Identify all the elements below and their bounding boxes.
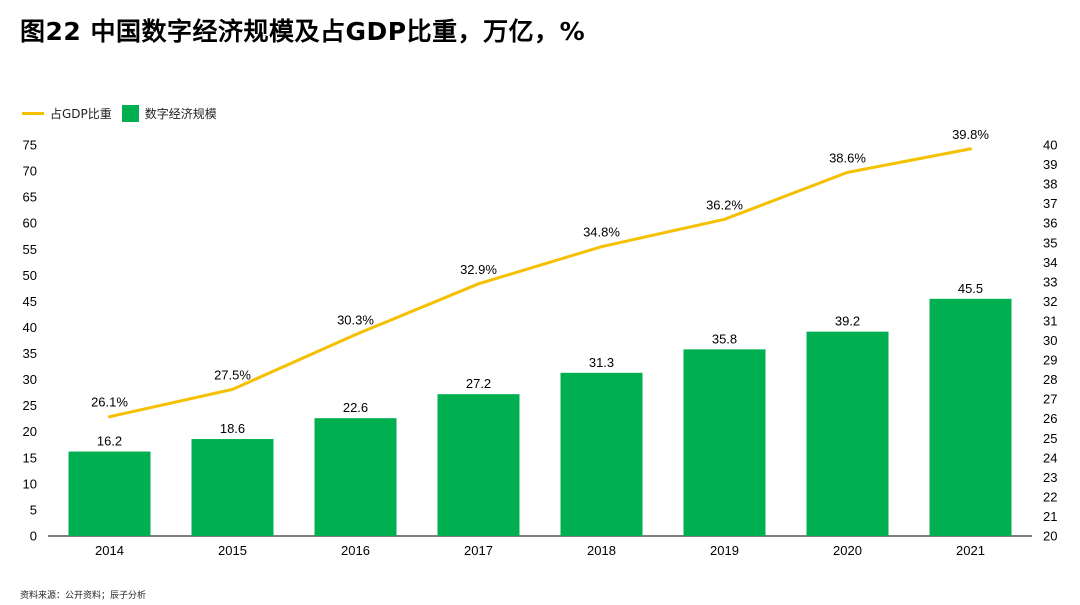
- x-tick-label: 2015: [218, 543, 247, 558]
- line-layer: [108, 147, 972, 419]
- legend-line-swatch: [22, 112, 44, 115]
- y-left-tick-label: 65: [23, 190, 37, 205]
- x-tick-label: 2014: [95, 543, 124, 558]
- line-series-path: [109, 147, 971, 419]
- y-right-tick-label: 22: [1043, 489, 1057, 504]
- labels-layer: 16.2 18.6 22.6 27.2 31.3 35.8 39.2 45.5 26.1% 27.…: [91, 127, 989, 449]
- bars-layer: [68, 298, 1012, 536]
- y-right-tick-label: 24: [1043, 450, 1057, 465]
- y-left-tick-label: 15: [23, 450, 37, 465]
- bar-value-label: 18.6: [220, 421, 245, 436]
- y-right-tick-label: 21: [1043, 509, 1057, 524]
- y-left-tick-label: 10: [23, 476, 37, 491]
- bar-value-label: 39.2: [835, 314, 860, 329]
- y-right-tick-label: 23: [1043, 470, 1057, 485]
- y-left-tick-label: 20: [23, 424, 37, 439]
- y-left-tick-label: 50: [23, 268, 37, 283]
- chart-title: 图22 中国数字经济规模及占GDP比重，万亿，%: [20, 17, 586, 46]
- bar-value-label: 27.2: [466, 376, 491, 391]
- y-right-tick-label: 34: [1043, 255, 1057, 270]
- legend-line-label: 占GDP比重: [50, 107, 112, 121]
- x-tick-label: 2021: [956, 543, 985, 558]
- y-right-tick-label: 39: [1043, 157, 1057, 172]
- y-left-tick-label: 60: [23, 216, 37, 231]
- bar: [314, 418, 397, 536]
- y-left-tick-label: 75: [23, 138, 37, 153]
- y-right-tick-label: 26: [1043, 411, 1057, 426]
- bar-value-label: 31.3: [589, 355, 614, 370]
- bar-value-label: 16.2: [97, 434, 122, 449]
- bar-value-label: 35.8: [712, 331, 737, 346]
- line-value-label: 34.8%: [583, 225, 620, 240]
- chart-legend: 占GDP比重 数字经济规模: [22, 105, 227, 122]
- y-right-tick-label: 36: [1043, 216, 1057, 231]
- line-point: [108, 415, 111, 419]
- y-right-tick-label: 31: [1043, 313, 1057, 328]
- y-right-tick-label: 29: [1043, 353, 1057, 368]
- line-value-label: 30.3%: [337, 313, 374, 328]
- legend-bar-swatch: [121, 105, 139, 122]
- bar: [560, 372, 643, 536]
- y-right-tick-label: 35: [1043, 235, 1057, 250]
- y-right-tick-label: 30: [1043, 333, 1057, 348]
- y-left-tick-label: 0: [30, 529, 37, 544]
- y-left-tick-label: 70: [23, 164, 37, 179]
- legend-bar-label: 数字经济规模: [144, 107, 217, 121]
- y-right-tick-label: 25: [1043, 431, 1057, 446]
- y-right-tick-label: 27: [1043, 392, 1057, 407]
- line-value-label: 27.5%: [214, 367, 251, 382]
- y-left-tick-label: 35: [23, 346, 37, 361]
- y-right-tick-label: 32: [1043, 294, 1057, 309]
- line-point: [846, 170, 849, 174]
- line-point: [723, 217, 726, 221]
- legend-item-line: 占GDP比重: [22, 105, 112, 122]
- bar-value-label: 22.6: [343, 400, 368, 415]
- y-left-tick-label: 25: [23, 398, 37, 413]
- y-right-tick-label: 33: [1043, 274, 1057, 289]
- y-left-tick-label: 30: [23, 372, 37, 387]
- line-point: [354, 333, 357, 337]
- bar: [929, 298, 1012, 536]
- line-value-label: 39.8%: [952, 127, 989, 142]
- y-right-tick-label: 40: [1043, 138, 1057, 153]
- x-tick-label: 2019: [710, 543, 739, 558]
- line-value-label: 38.6%: [829, 150, 866, 165]
- line-point: [969, 147, 972, 151]
- bar: [683, 349, 766, 536]
- bar: [806, 331, 889, 536]
- source-note: 资料来源：公开资料；辰子分析: [20, 591, 147, 601]
- y-left-tick-label: 5: [30, 502, 37, 517]
- y-right-tick-label: 20: [1043, 529, 1057, 544]
- bar: [191, 439, 274, 536]
- line-point: [600, 245, 603, 249]
- bar-value-label: 45.5: [958, 281, 983, 296]
- line-value-label: 26.1%: [91, 395, 128, 410]
- axes-layer: 0510152025303540455055606570752021222324…: [23, 138, 1058, 559]
- y-right-tick-label: 28: [1043, 372, 1057, 387]
- legend-item-bar: 数字经济规模: [121, 105, 217, 122]
- y-right-tick-label: 37: [1043, 196, 1057, 211]
- y-left-tick-label: 40: [23, 320, 37, 335]
- line-point: [477, 282, 480, 286]
- y-right-tick-label: 38: [1043, 177, 1057, 192]
- x-tick-label: 2020: [833, 543, 862, 558]
- x-tick-label: 2017: [464, 543, 493, 558]
- bar: [437, 394, 520, 536]
- line-value-label: 32.9%: [460, 262, 497, 277]
- x-tick-label: 2018: [587, 543, 616, 558]
- y-left-tick-label: 45: [23, 294, 37, 309]
- y-left-tick-label: 55: [23, 242, 37, 257]
- x-tick-label: 2016: [341, 543, 370, 558]
- line-point: [231, 387, 234, 391]
- bar: [68, 451, 151, 536]
- line-value-label: 36.2%: [706, 197, 743, 212]
